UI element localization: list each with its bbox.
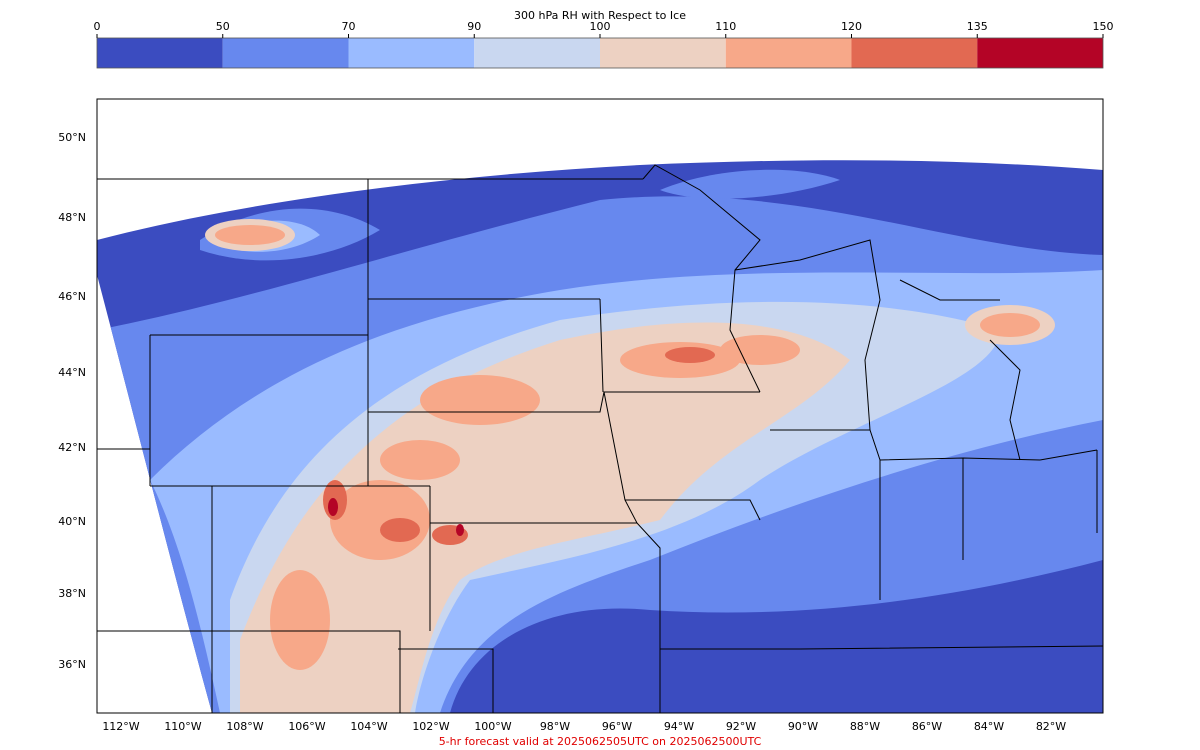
longitude-label: 112°W bbox=[102, 720, 139, 733]
longitude-label: 106°W bbox=[288, 720, 325, 733]
colorbar-segment bbox=[348, 38, 475, 68]
colorbar-tick-label: 150 bbox=[1093, 20, 1114, 33]
longitude-label: 98°W bbox=[540, 720, 570, 733]
rh-area bbox=[215, 225, 285, 245]
rh-area bbox=[328, 498, 338, 516]
latitude-label: 40°N bbox=[58, 515, 86, 528]
colorbar-segment bbox=[474, 38, 600, 68]
rh-area bbox=[660, 169, 840, 199]
latitude-label: 50°N bbox=[58, 131, 86, 144]
colorbar-tick-label: 110 bbox=[715, 20, 736, 33]
latitude-label: 36°N bbox=[58, 658, 86, 671]
latitude-label: 48°N bbox=[58, 211, 86, 224]
colorbar-segment bbox=[725, 38, 852, 68]
longitude-label: 100°W bbox=[474, 720, 511, 733]
colorbar-segment bbox=[222, 38, 349, 68]
rh-area bbox=[380, 518, 420, 542]
colorbar-tick-label: 120 bbox=[841, 20, 862, 33]
colorbar-tick-label: 100 bbox=[590, 20, 611, 33]
rh-area bbox=[420, 375, 540, 425]
longitude-label: 92°W bbox=[726, 720, 756, 733]
colorbar-tick-label: 70 bbox=[342, 20, 356, 33]
state-borders bbox=[97, 164, 1104, 713]
latitude-labels: 50°N 48°N 46°N 44°N 42°N 40°N 38°N 36°N bbox=[58, 131, 86, 671]
longitude-label: 88°W bbox=[850, 720, 880, 733]
longitude-label: 82°W bbox=[1036, 720, 1066, 733]
rh-area bbox=[456, 524, 464, 536]
rh-area bbox=[240, 322, 850, 713]
longitude-label: 102°W bbox=[412, 720, 449, 733]
latitude-label: 46°N bbox=[58, 290, 86, 303]
map-frame bbox=[96, 98, 1104, 714]
colorbar-segment bbox=[600, 38, 726, 68]
rh-area bbox=[270, 570, 330, 670]
colorbar-tick-label: 135 bbox=[967, 20, 988, 33]
rh-area bbox=[720, 335, 800, 365]
longitude-label: 108°W bbox=[226, 720, 263, 733]
latitude-label: 38°N bbox=[58, 587, 86, 600]
colorbar-segment bbox=[851, 38, 978, 68]
longitude-label: 90°W bbox=[788, 720, 818, 733]
rh-field bbox=[97, 160, 1103, 713]
latitude-label: 44°N bbox=[58, 366, 86, 379]
rh-area bbox=[980, 313, 1040, 337]
colorbar-tick-label: 90 bbox=[467, 20, 481, 33]
longitude-label: 86°W bbox=[912, 720, 942, 733]
colorbar-segment bbox=[97, 38, 223, 68]
colorbar-title: 300 hPa RH with Respect to Ice bbox=[514, 9, 686, 22]
rh-area bbox=[665, 347, 715, 363]
colorbar: 0 50 70 90 100 110 120 135 150 bbox=[94, 20, 1114, 69]
forecast-footer: 5-hr forecast valid at 2025062505UTC on … bbox=[439, 735, 762, 748]
longitude-label: 84°W bbox=[974, 720, 1004, 733]
latitude-label: 42°N bbox=[58, 441, 86, 454]
colorbar-tick-label: 50 bbox=[216, 20, 230, 33]
longitude-label: 104°W bbox=[350, 720, 387, 733]
colorbar-segment bbox=[977, 38, 1103, 68]
longitude-label: 110°W bbox=[164, 720, 201, 733]
rh-area bbox=[380, 440, 460, 480]
colorbar-tick-label: 0 bbox=[94, 20, 101, 33]
longitude-label: 96°W bbox=[602, 720, 632, 733]
longitude-labels: 112°W 110°W 108°W 106°W 104°W 102°W 100°W 98°W 9… bbox=[102, 720, 1066, 733]
longitude-label: 94°W bbox=[664, 720, 694, 733]
